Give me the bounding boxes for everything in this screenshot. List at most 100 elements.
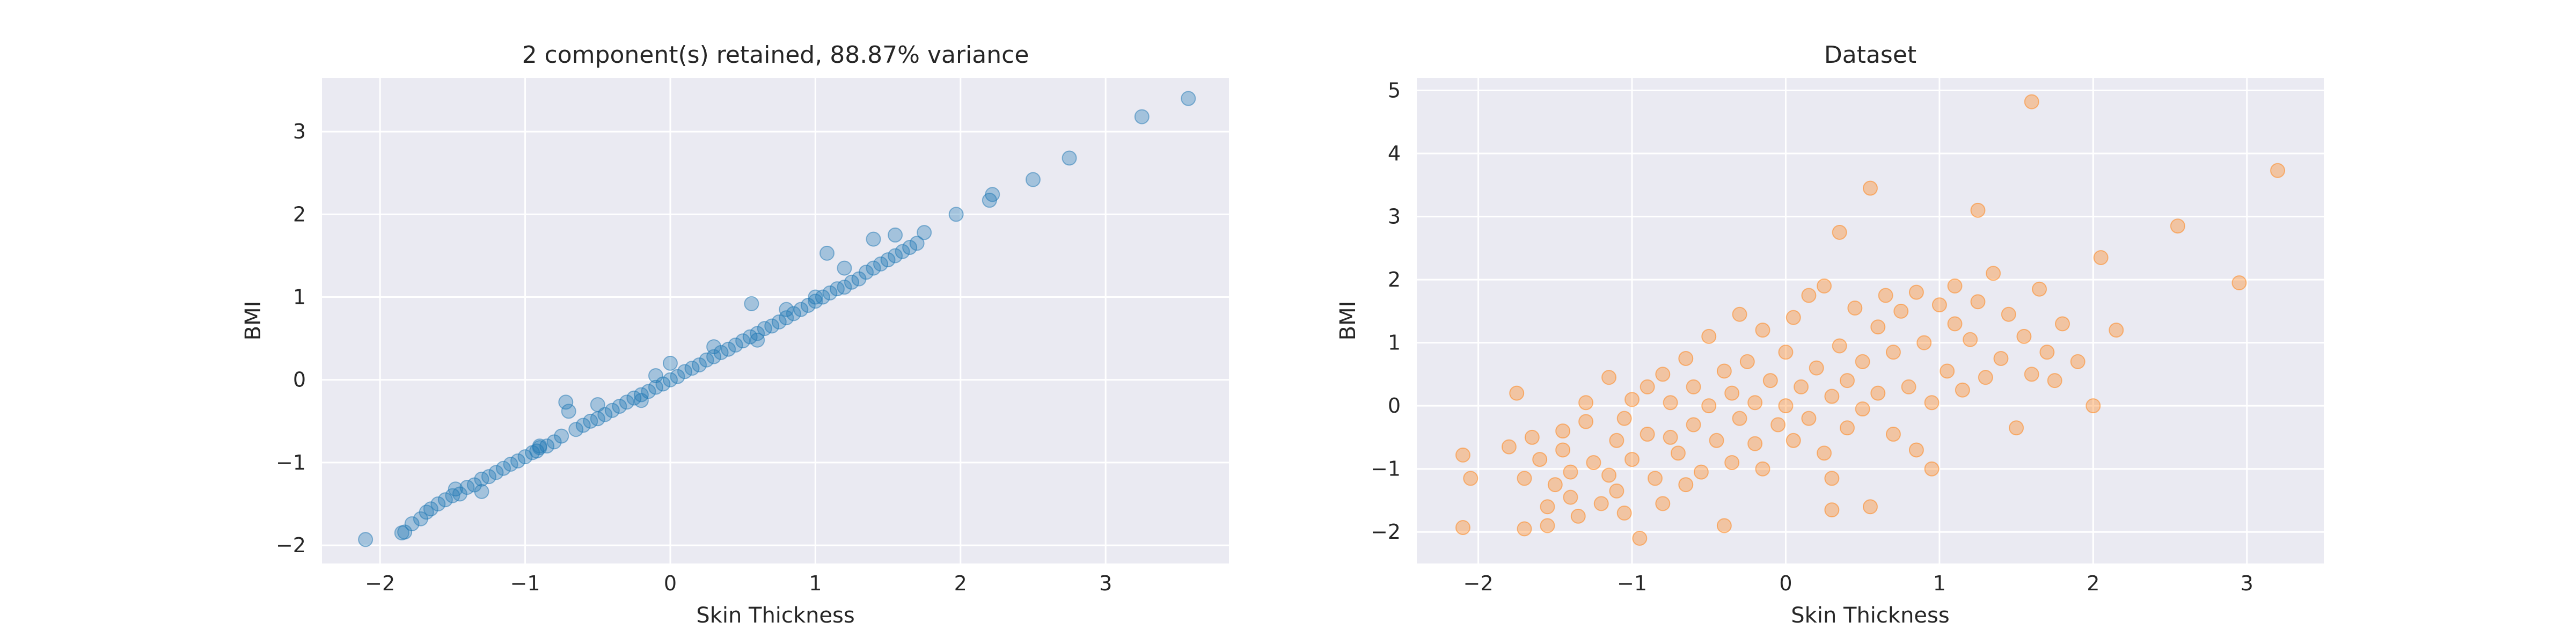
data-point: [2024, 367, 2039, 382]
data-point: [1640, 379, 1655, 394]
data-point: [873, 256, 889, 272]
data-point: [844, 274, 859, 290]
data-point: [1970, 202, 1986, 218]
data-point: [771, 314, 787, 330]
data-point: [895, 244, 910, 259]
data-point: [1893, 303, 1909, 319]
data-point: [1540, 518, 1555, 533]
data-point: [2024, 94, 2039, 109]
data-point: [404, 516, 420, 531]
data-point: [1885, 427, 1901, 442]
data-point: [2109, 323, 2124, 338]
data-point: [1947, 278, 1963, 294]
data-point: [510, 453, 526, 469]
data-point: [1785, 310, 1801, 325]
y-tick-label: 3: [293, 120, 306, 143]
data-points: [358, 91, 1196, 547]
data-point: [742, 329, 758, 345]
data-point: [1863, 499, 1878, 515]
data-point: [866, 260, 881, 276]
x-tick-label: 3: [2241, 572, 2253, 595]
data-point: [1947, 316, 1963, 332]
data-point: [662, 372, 678, 387]
data-point: [1678, 351, 1694, 367]
chart-title: 2 component(s) retained, 88.87% variance: [522, 41, 1029, 69]
y-tick-label: 2: [1388, 268, 1401, 291]
data-point: [1885, 345, 1901, 360]
data-point: [437, 492, 453, 508]
data-point: [1181, 91, 1196, 106]
data-point: [2016, 328, 2032, 344]
data-point: [2001, 306, 2016, 322]
data-point: [1693, 464, 1709, 480]
data-point: [1778, 345, 1794, 360]
data-point: [1463, 471, 1479, 486]
x-axis-label: Skin Thickness: [1791, 603, 1949, 628]
data-point: [786, 306, 801, 321]
x-tick-label: 2: [954, 572, 967, 595]
data-point: [1716, 363, 1732, 379]
y-tick-label: −2: [1371, 520, 1401, 544]
data-point: [1878, 288, 1893, 303]
data-point: [1686, 417, 1701, 433]
chart-pca-scatter: −2 −1 0 1 2 3 −2 −1 0 1 2 3 2 component(s) retained…: [241, 41, 1229, 628]
data-point: [1747, 436, 1763, 451]
plot-area-background: [1417, 78, 2324, 564]
data-points: [1455, 94, 2286, 546]
data-point: [1701, 398, 1717, 414]
data-point: [662, 355, 678, 371]
y-tick-label: 1: [1388, 331, 1401, 355]
data-point: [1940, 363, 1955, 379]
data-point: [503, 456, 518, 472]
data-point: [2093, 250, 2109, 265]
data-point: [837, 260, 852, 276]
data-point: [1670, 445, 1686, 461]
data-point: [1785, 433, 1801, 448]
data-point: [1778, 398, 1794, 414]
data-point: [1908, 442, 1924, 458]
y-tick-label: 3: [1388, 205, 1401, 229]
data-point: [1978, 370, 1993, 385]
chart-dataset-scatter: −2 −1 0 1 2 3 −2 −1 0 1 2 3 4 5 Dataset Skin Thicknes…: [1336, 41, 2324, 628]
data-point: [430, 496, 446, 511]
data-point: [1517, 521, 1532, 537]
data-point: [1963, 332, 1978, 347]
grid: [322, 78, 1229, 564]
data-point: [1916, 335, 1932, 350]
data-point: [684, 361, 700, 376]
data-point: [1724, 385, 1740, 401]
y-axis-label: BMI: [1336, 301, 1360, 341]
data-point: [604, 402, 620, 418]
data-point: [2085, 398, 2101, 414]
data-point: [808, 294, 823, 309]
data-point: [1586, 455, 1601, 470]
data-point: [1847, 300, 1863, 316]
data-point: [1578, 395, 1594, 411]
y-tick-label: −2: [276, 533, 306, 557]
data-point: [1632, 530, 1648, 546]
y-tick-label: 4: [1388, 142, 1401, 165]
data-point: [744, 296, 759, 311]
data-point: [1993, 351, 2009, 367]
data-point: [888, 248, 903, 264]
data-point: [1601, 467, 1617, 483]
data-point: [1570, 508, 1586, 524]
data-point: [1709, 433, 1724, 448]
data-point: [358, 532, 374, 547]
data-point: [902, 240, 918, 255]
data-point: [1524, 429, 1540, 445]
x-tick-label: −1: [510, 572, 540, 595]
y-tick-label: 0: [1388, 394, 1401, 418]
data-point: [1640, 427, 1655, 442]
data-point: [721, 341, 736, 357]
x-tick-label: −2: [1463, 572, 1494, 595]
data-point: [1762, 373, 1778, 389]
data-point: [1824, 389, 1840, 404]
data-point: [2055, 316, 2070, 332]
data-point: [1663, 395, 1678, 411]
y-tick-label: −1: [276, 451, 306, 474]
x-tick-label: 2: [2087, 572, 2099, 595]
data-point: [1770, 417, 1786, 433]
data-point: [1647, 471, 1663, 486]
data-point: [948, 207, 964, 222]
